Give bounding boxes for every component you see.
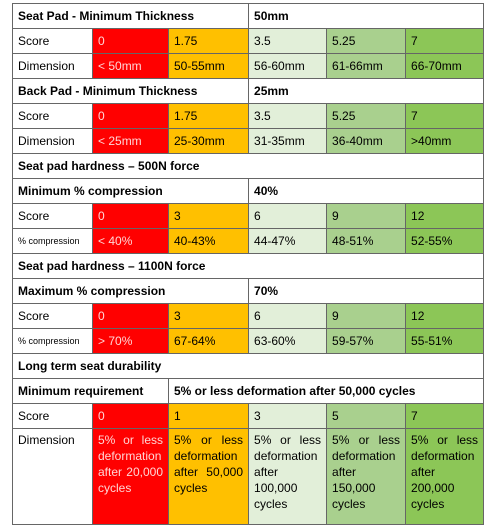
- rating-cell: 5% or less deformation after 150,000 cyc…: [326, 428, 407, 525]
- table-row: Score 0 1.75 3.5 5.25 7: [12, 103, 485, 129]
- row-label: Score: [12, 28, 93, 54]
- table-row: Score 0 1 3 5 7: [12, 403, 485, 429]
- rating-cell: 0: [92, 28, 169, 54]
- rating-cell: 7: [405, 103, 485, 129]
- rating-cell: 1.75: [167, 103, 250, 129]
- table-body: Seat Pad - Minimum Thickness 50mm Score 0 1.…: [11, 3, 485, 525]
- rating-cell: 48-51%: [326, 228, 407, 254]
- rating-cell: 5% or less deformation after 200,000 cyc…: [405, 428, 485, 525]
- rating-cell: < 25mm: [92, 128, 169, 154]
- rating-cell: 0: [92, 403, 169, 429]
- rating-cell: 7: [405, 403, 485, 429]
- section-heading: Long term seat durability: [11, 353, 485, 379]
- row-label: Score: [12, 403, 93, 429]
- rating-cell: 1: [167, 403, 250, 429]
- requirement-label: Minimum requirement: [12, 378, 169, 404]
- rating-cell: 5% or less deformation after 20,000 cycl…: [92, 428, 169, 525]
- rating-cell: 3: [167, 303, 250, 329]
- table-row: % compression > 70% 67-64% 63-60% 59-57% 55-5…: [12, 328, 485, 354]
- table-row: Long term seat durability: [11, 353, 485, 379]
- rating-cell: 0: [92, 103, 169, 129]
- rating-cell: 52-55%: [405, 228, 485, 254]
- rating-cell: 3.5: [248, 28, 328, 54]
- rating-cell: >40mm: [405, 128, 485, 154]
- rating-cell: 3.5: [248, 103, 328, 129]
- row-label: % compression: [12, 228, 93, 254]
- rating-cell: 5% or less deformation after 100,000 cyc…: [248, 428, 328, 525]
- table-row: % compression < 40% 40-43% 44-47% 48-51% 52-5…: [12, 228, 485, 254]
- rating-cell: 59-57%: [326, 328, 407, 354]
- rating-cell: 5.25: [326, 103, 407, 129]
- table-row: Back Pad - Minimum Thickness 25mm: [11, 78, 485, 104]
- rating-cell: 40-43%: [167, 228, 250, 254]
- table-row: Seat Pad - Minimum Thickness 50mm: [11, 3, 485, 29]
- requirement-value: 50mm: [248, 3, 485, 29]
- rating-cell: 55-51%: [405, 328, 485, 354]
- requirement-value: 40%: [248, 178, 485, 204]
- rating-cell: 44-47%: [248, 228, 328, 254]
- requirement-value: 5% or less deformation after 50,000 cycl…: [167, 378, 485, 404]
- requirement-label: Back Pad - Minimum Thickness: [11, 78, 250, 104]
- rating-cell: 5% or less deformation after 50,000 cycl…: [167, 428, 250, 525]
- requirement-label: Minimum % compression: [11, 178, 250, 204]
- rating-cell: 0: [92, 203, 169, 229]
- rating-cell: 12: [405, 303, 485, 329]
- rating-cell: 7: [405, 28, 485, 54]
- table-row: Minimum requirement 5% or less deformatio…: [12, 378, 485, 404]
- rating-cell: 6: [248, 203, 328, 229]
- table-row: Dimension < 25mm 25-30mm 31-35mm 36-40mm >40m…: [12, 128, 485, 154]
- row-label: Score: [12, 303, 93, 329]
- requirement-label: Maximum % compression: [11, 278, 250, 304]
- rating-cell: 3: [167, 203, 250, 229]
- requirement-value: 25mm: [248, 78, 485, 104]
- table-row: Seat pad hardness – 1100N force: [11, 253, 485, 279]
- section-heading: Seat pad hardness – 500N force: [11, 153, 485, 179]
- rating-cell: < 50mm: [92, 53, 169, 79]
- row-label: Score: [12, 103, 93, 129]
- row-label: Dimension: [12, 428, 93, 525]
- rating-cell: 12: [405, 203, 485, 229]
- table-row: Score 0 3 6 9 12: [12, 203, 485, 229]
- rating-table: Seat Pad - Minimum Thickness 50mm Score 0 1.…: [11, 3, 485, 525]
- rating-cell: 0: [92, 303, 169, 329]
- rating-cell: 5: [326, 403, 407, 429]
- rating-cell: 31-35mm: [248, 128, 328, 154]
- row-label: Dimension: [12, 53, 93, 79]
- rating-cell: 36-40mm: [326, 128, 407, 154]
- rating-cell: 6: [248, 303, 328, 329]
- table-row: Dimension 5% or less deformation after 20…: [12, 428, 485, 525]
- rating-cell: > 70%: [92, 328, 169, 354]
- rating-cell: 61-66mm: [326, 53, 407, 79]
- row-label: % compression: [12, 328, 93, 354]
- table-row: Score 0 1.75 3.5 5.25 7: [12, 28, 485, 54]
- rating-cell: 1.75: [167, 28, 250, 54]
- rating-cell: 3: [248, 403, 328, 429]
- rating-cell: 67-64%: [167, 328, 250, 354]
- row-label: Dimension: [12, 128, 93, 154]
- requirement-label: Seat Pad - Minimum Thickness: [11, 3, 250, 29]
- table-row: Minimum % compression 40%: [11, 178, 485, 204]
- rating-cell: 56-60mm: [248, 53, 328, 79]
- table-row: Score 0 3 6 9 12: [12, 303, 485, 329]
- rating-cell: 9: [326, 303, 407, 329]
- rating-cell: < 40%: [92, 228, 169, 254]
- rating-cell: 9: [326, 203, 407, 229]
- rating-cell: 63-60%: [248, 328, 328, 354]
- rating-cell: 50-55mm: [167, 53, 250, 79]
- table-row: Maximum % compression 70%: [11, 278, 485, 304]
- table-row: Seat pad hardness – 500N force: [11, 153, 485, 179]
- row-label: Score: [12, 203, 93, 229]
- rating-cell: 5.25: [326, 28, 407, 54]
- rating-cell: 25-30mm: [167, 128, 250, 154]
- table-row: Dimension < 50mm 50-55mm 56-60mm 61-66mm 66-7…: [12, 53, 485, 79]
- requirement-value: 70%: [248, 278, 485, 304]
- section-heading: Seat pad hardness – 1100N force: [11, 253, 485, 279]
- rating-cell: 66-70mm: [405, 53, 485, 79]
